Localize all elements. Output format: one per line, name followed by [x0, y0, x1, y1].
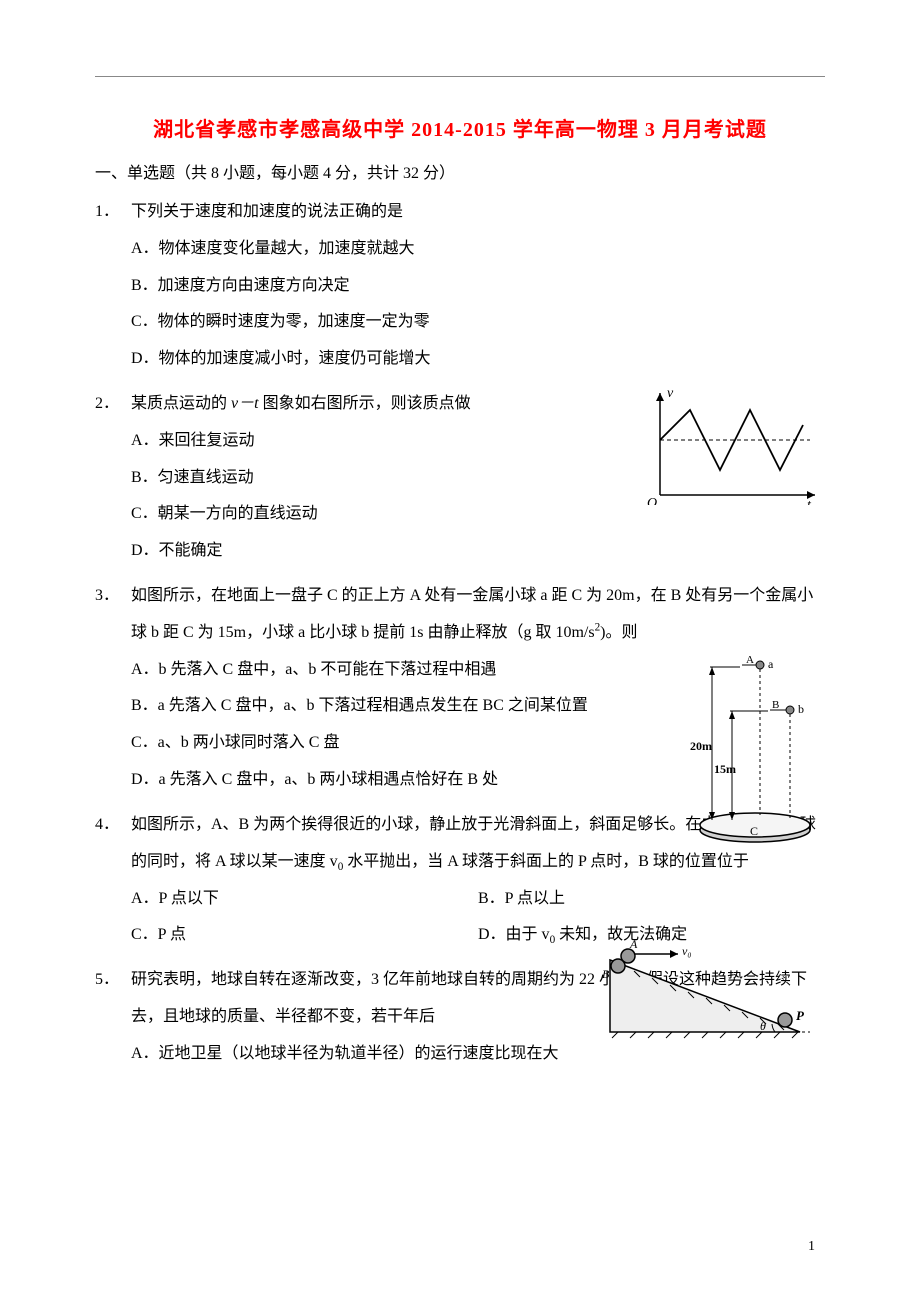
origin-label: O [647, 496, 657, 505]
q2-opt-d: D．不能确定 [131, 533, 825, 570]
label-B: B [772, 699, 779, 711]
q1-opt-c: C．物体的瞬时速度为零，加速度一定为零 [131, 304, 825, 341]
height-15: 15m [714, 762, 736, 776]
incline-A: A [629, 940, 638, 951]
incline-P: P [796, 1008, 805, 1023]
incline-theta: θ [760, 1019, 766, 1033]
q1-text: 下列关于速度和加速度的说法正确的是 [131, 194, 825, 231]
q3-text: 如图所示，在地面上一盘子 C 的正上方 A 处有一金属小球 a 距 C 为 20… [131, 578, 825, 652]
q4-opt-b: B．P 点以上 [478, 881, 825, 918]
q1-num: 1． [95, 194, 131, 231]
vt-graph: v t O [645, 385, 820, 505]
label-b: b [798, 702, 804, 716]
incline-B: B [602, 967, 610, 981]
q5-num: 5． [95, 962, 131, 1036]
incline-v0: v₀ [682, 944, 692, 958]
q1-opt-d: D．物体的加速度减小时，速度仍可能增大 [131, 341, 825, 378]
height-20: 20m [690, 739, 712, 753]
section-header: 一、单选题（共 8 小题，每小题 4 分，共计 32 分） [95, 158, 825, 190]
q1-opt-b: B．加速度方向由速度方向决定 [131, 268, 825, 305]
fall-diagram: C A a B b 20m 15m [690, 655, 820, 845]
question-1: 1． 下列关于速度和加速度的说法正确的是 A．物体速度变化量越大，加速度就越大 … [95, 194, 825, 378]
incline-diagram: A B v₀ P θ [600, 940, 820, 1050]
q3-num: 3． [95, 578, 131, 652]
header-rule [95, 76, 825, 77]
label-a: a [768, 657, 774, 671]
q2-num: 2． [95, 386, 131, 423]
page-title: 湖北省孝感市孝感高级中学 2014-2015 学年高一物理 3 月月考试题 [95, 113, 825, 142]
axis-v-label: v [667, 386, 674, 401]
page-number: 1 [808, 1239, 815, 1255]
q4-opt-c: C．P 点 [131, 917, 478, 954]
label-C: C [750, 824, 758, 838]
q4-num: 4． [95, 807, 131, 881]
q1-opt-a: A．物体速度变化量越大，加速度就越大 [131, 231, 825, 268]
axis-t-label: t [807, 498, 812, 505]
q4-opt-a: A．P 点以下 [131, 881, 478, 918]
label-A: A [746, 655, 754, 666]
